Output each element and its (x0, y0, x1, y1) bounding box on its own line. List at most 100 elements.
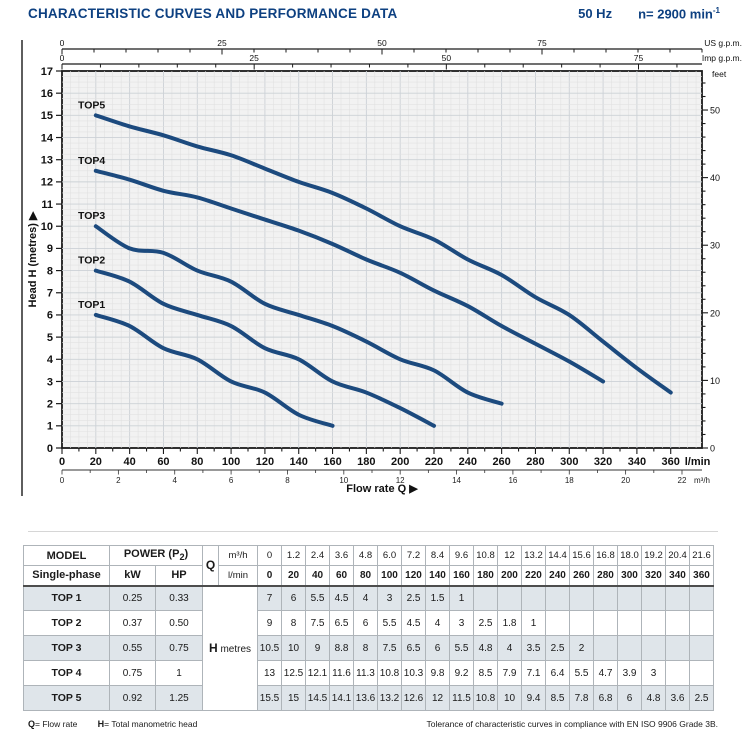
head-value-cell: 2 (569, 635, 595, 661)
svg-text:75: 75 (537, 38, 547, 48)
q-lmin-value: 200 (497, 565, 523, 586)
svg-text:40: 40 (710, 173, 720, 183)
svg-text:8: 8 (285, 476, 290, 485)
head-value-cell: 7.5 (377, 635, 403, 661)
svg-text:280: 280 (526, 456, 544, 468)
svg-text:Imp g.p.m.: Imp g.p.m. (702, 53, 742, 63)
head-value-cell: 4 (353, 585, 379, 611)
svg-text:200: 200 (391, 456, 409, 468)
head-value-cell: 8.5 (473, 660, 499, 686)
svg-text:14: 14 (41, 132, 54, 144)
svg-text:17: 17 (41, 66, 53, 78)
q-m3h-value: 4.8 (353, 545, 379, 566)
head-value-cell: 8 (353, 635, 379, 661)
frequency-value: 50 Hz (578, 6, 613, 21)
svg-text:30: 30 (710, 241, 720, 251)
model-cell: TOP 2 (23, 610, 110, 636)
svg-text:8: 8 (47, 265, 53, 277)
q-m3h-value: 3.6 (329, 545, 355, 566)
q-lmin-value: 140 (425, 565, 451, 586)
model-cell: TOP 4 (23, 660, 110, 686)
head-value-cell (593, 610, 619, 636)
svg-text:40: 40 (124, 456, 136, 468)
head-value-cell: 3.6 (665, 685, 691, 711)
head-value-cell: 9.4 (521, 685, 547, 711)
q-m3h-value: 15.6 (569, 545, 595, 566)
head-value-cell: 13 (257, 660, 283, 686)
table-row-top1: TOP 1 0.25 0.33 H metres 7 6 5.5 4.5 4 3 2.5 1.5 1 (23, 585, 715, 711)
svg-text:18: 18 (565, 476, 574, 485)
svg-text:25: 25 (217, 38, 227, 48)
q-m3h-value: 20.4 (665, 545, 691, 566)
q-lmin-value: 220 (521, 565, 547, 586)
q-m3h-value: 16.8 (593, 545, 619, 566)
head-value-cell: 6.4 (545, 660, 571, 686)
head-value-cell: 3.5 (521, 635, 547, 661)
footnote: Q= Flow rate H= Total manometric head To… (28, 719, 718, 729)
head-value-cell (617, 585, 643, 611)
q-lmin-value: 60 (329, 565, 355, 586)
head-value-cell: 7.5 (305, 610, 331, 636)
head-value-cell: 4.5 (329, 585, 355, 611)
head-value-cell (689, 610, 715, 636)
head-value-cell: 7.9 (497, 660, 523, 686)
performance-table: MODEL POWER (P2) Q m³/h 0 1.2 2.4 3.6 4.8 6.0… (23, 545, 715, 711)
svg-text:7: 7 (47, 288, 53, 300)
head-value-cell (593, 635, 619, 661)
svg-text:16: 16 (508, 476, 517, 485)
head-value-cell: 9 (257, 610, 283, 636)
q-lmin-value: 240 (545, 565, 571, 586)
hp-value-cell: 0.33 (154, 585, 204, 611)
svg-text:50: 50 (442, 53, 452, 63)
svg-text:11: 11 (41, 199, 53, 211)
svg-text:320: 320 (594, 456, 612, 468)
q-m3h-value: 21.6 (689, 545, 715, 566)
head-value-cell: 6.8 (593, 685, 619, 711)
page-header: CHARACTERISTIC CURVES AND PERFORMANCE DA… (28, 6, 720, 21)
svg-text:6: 6 (229, 476, 234, 485)
head-value-cell: 9.8 (425, 660, 451, 686)
head-value-cell: 4 (425, 610, 451, 636)
q-m3h-value: 9.6 (449, 545, 475, 566)
svg-text:0: 0 (59, 456, 65, 468)
q-lmin-value: 320 (641, 565, 667, 586)
curve-top5 (93, 113, 673, 395)
svg-text:12: 12 (41, 177, 53, 189)
svg-text:240: 240 (459, 456, 477, 468)
model-cell: TOP 3 (23, 635, 110, 661)
kw-value-cell: 0.92 (109, 685, 156, 711)
x-axis-m3h: 0 2 4 6 8 10 12 14 16 18 20 22 m³/h (60, 469, 710, 485)
head-value-cell: 3 (449, 610, 475, 636)
svg-text:feet: feet (712, 69, 727, 79)
svg-text:75: 75 (634, 53, 644, 63)
svg-text:25: 25 (249, 53, 259, 63)
table-row-top3: TOP 3 0.55 0.75 10.5 10 9 8.8 8 7.5 6.5 6 5.5 4.8 4 3.… (23, 635, 715, 661)
head-value-cell (617, 635, 643, 661)
head-value-cell: 10.3 (401, 660, 427, 686)
svg-text:9: 9 (47, 243, 53, 255)
head-value-cell: 1.8 (497, 610, 523, 636)
head-value-cell: 10.8 (473, 685, 499, 711)
us-gpm-axis: 0 25 50 75 US g.p.m. (60, 38, 742, 55)
q-lmin-value: 340 (665, 565, 691, 586)
head-value-cell (665, 585, 691, 611)
q-lmin-value: 80 (353, 565, 379, 586)
head-value-cell: 3 (377, 585, 403, 611)
head-value-cell: 6 (353, 610, 379, 636)
q-m3h-value: 6.0 (377, 545, 403, 566)
head-value-cell: 10.8 (377, 660, 403, 686)
svg-text:4: 4 (172, 476, 177, 485)
head-value-cell: 5.5 (377, 610, 403, 636)
q-lmin-value: 160 (449, 565, 475, 586)
svg-text:10: 10 (41, 221, 53, 233)
hp-header: HP (154, 565, 204, 586)
head-value-cell (689, 635, 715, 661)
svg-text:2: 2 (47, 398, 53, 410)
head-value-cell: 4.8 (641, 685, 667, 711)
head-value-cell: 2.5 (401, 585, 427, 611)
head-value-cell: 6 (425, 635, 451, 661)
svg-text:14: 14 (452, 476, 461, 485)
head-value-cell: 1 (449, 585, 475, 611)
